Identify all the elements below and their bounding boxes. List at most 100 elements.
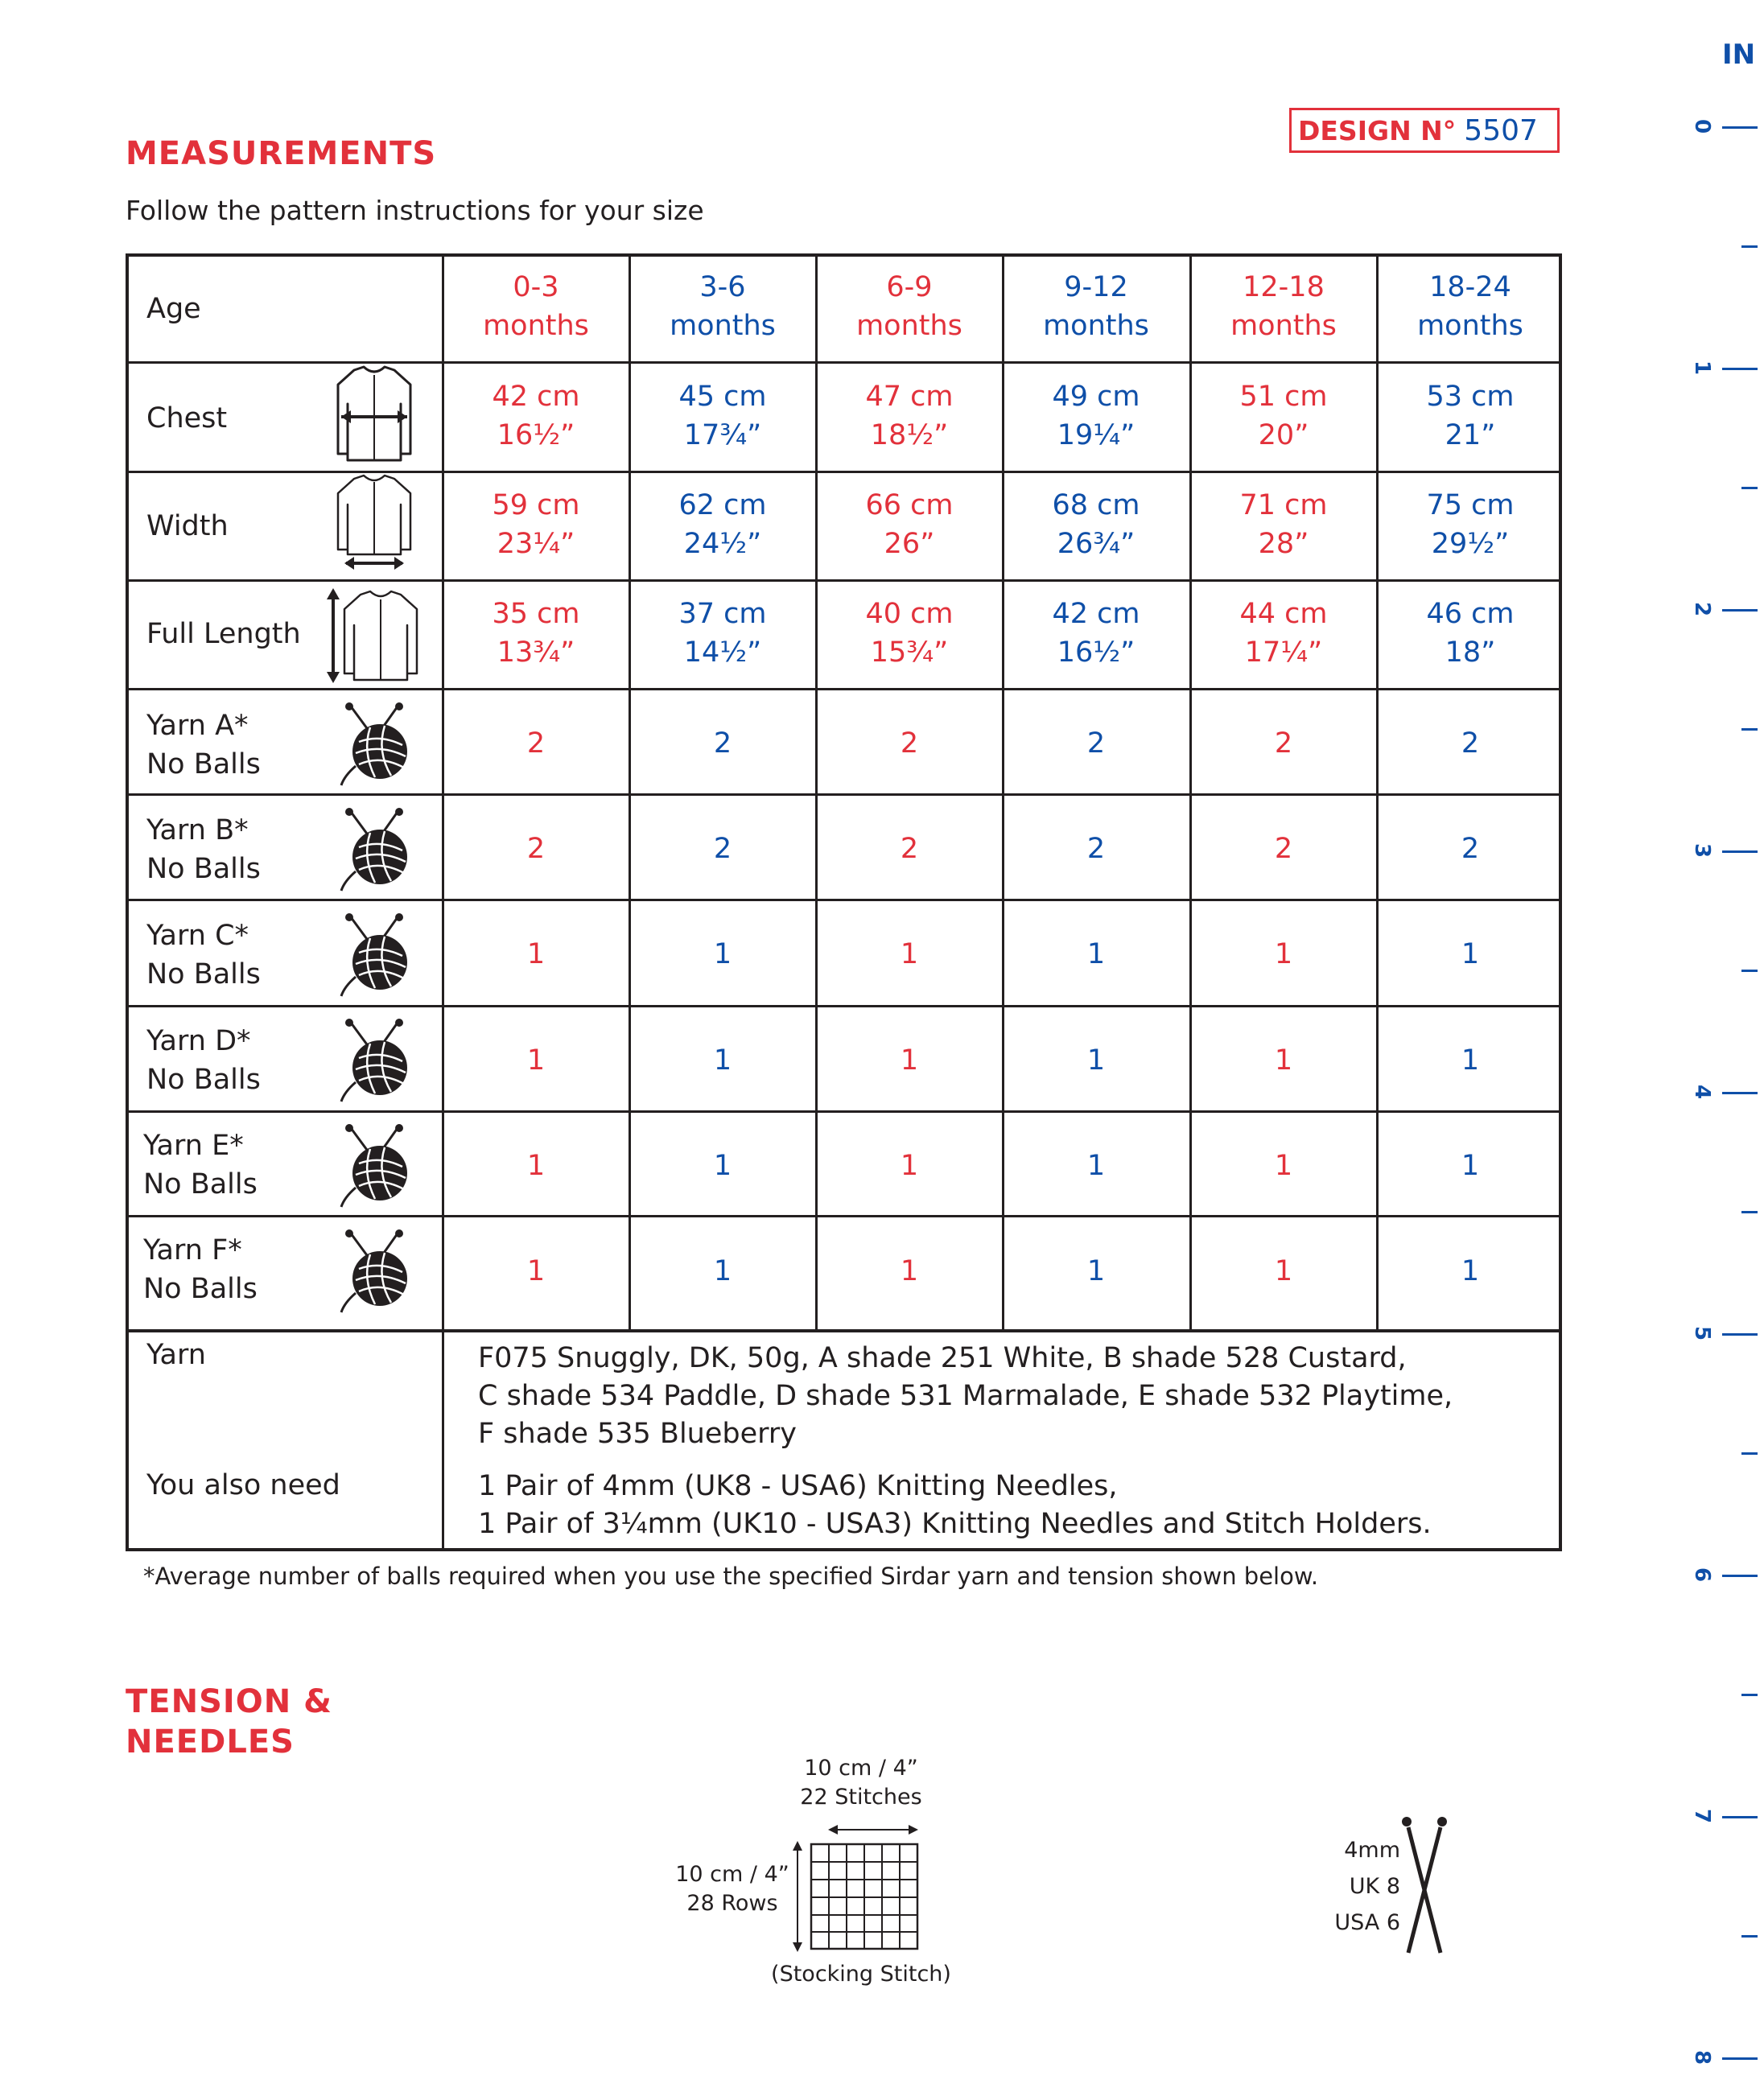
yarn-d-sub: No Balls <box>146 1064 261 1096</box>
size-header: 6-9 months <box>856 271 962 342</box>
chest-value: 51 cm 20” <box>1239 381 1328 451</box>
row-label-yarn-c: Yarn C* No Balls <box>146 916 261 994</box>
ruler-number: 2 <box>1690 601 1714 617</box>
also-need-line: 1 Pair of 4mm (UK8 - USA6) Knitting Need… <box>478 1470 1118 1502</box>
yarn-label: Yarn <box>146 1339 206 1371</box>
width-value: 62 cm 24½” <box>678 489 767 560</box>
yarn-f-sub: No Balls <box>143 1273 258 1305</box>
yarn-e-balls: 1 <box>1274 1150 1293 1182</box>
yarn-b-balls: 2 <box>713 833 732 865</box>
yarn-e-balls: 1 <box>1461 1150 1480 1182</box>
yarn-ball-icon <box>340 1019 407 1102</box>
yarn-d-balls: 1 <box>1086 1044 1106 1077</box>
yarn-f-balls: 1 <box>900 1255 919 1287</box>
row-label-yarn-b: Yarn B* No Balls <box>146 811 261 888</box>
yarn-a-balls: 2 <box>900 727 919 760</box>
yarn-ball-icon <box>340 1229 407 1313</box>
stitch-type-label: (Stocking Stitch) <box>771 1962 951 1987</box>
measurements-table <box>126 253 1562 1551</box>
yarn-e-balls: 1 <box>1086 1150 1106 1182</box>
needle-usa-label: USA 6 <box>1334 1910 1400 1935</box>
ruler-number: 0 <box>1690 118 1714 134</box>
needle-mm-label: 4mm <box>1344 1838 1400 1863</box>
chest-value: 45 cm 17¾” <box>678 381 767 451</box>
row-label-yarn-a: Yarn A* No Balls <box>146 706 261 784</box>
tension-width-label: 10 cm / 4” 22 Stitches <box>800 1756 922 1810</box>
chest-garment-icon <box>336 365 412 462</box>
yarn-e-sub: No Balls <box>143 1168 258 1200</box>
width-value: 66 cm 26” <box>865 489 954 560</box>
size-header: 0-3 months <box>483 271 589 342</box>
yarn-f-balls: 1 <box>713 1255 732 1287</box>
chest-value: 53 cm 21” <box>1426 381 1515 451</box>
length-value: 44 cm 17¼” <box>1239 598 1328 669</box>
yarn-c-balls: 1 <box>900 938 919 970</box>
ruler-number: 6 <box>1690 1567 1714 1583</box>
needle-uk-label: UK 8 <box>1349 1874 1400 1899</box>
yarn-d-balls: 1 <box>1461 1044 1480 1077</box>
yarn-c-balls: 1 <box>713 938 732 970</box>
yarn-d-balls: 1 <box>526 1044 546 1077</box>
width-value: 59 cm 23¼” <box>492 489 580 560</box>
design-label: DESIGN N° <box>1298 114 1457 146</box>
yarn-a-balls: 2 <box>1086 727 1106 760</box>
length-value: 35 cm 13¾” <box>492 598 580 669</box>
design-number-box: DESIGN N° 5507 <box>1289 108 1560 153</box>
yarn-description-line: F075 Snuggly, DK, 50g, A shade 251 White… <box>478 1342 1407 1374</box>
yarn-description-line: F shade 535 Blueberry <box>478 1418 798 1450</box>
yarn-a-balls: 2 <box>1461 727 1480 760</box>
yarn-b-balls: 2 <box>526 833 546 865</box>
yarn-d-balls: 1 <box>1274 1044 1293 1077</box>
row-label-width: Width <box>146 510 229 542</box>
row-label-full-length: Full Length <box>146 618 301 650</box>
yarn-d-label: Yarn D* <box>146 1025 251 1057</box>
yarn-f-balls: 1 <box>1274 1255 1293 1287</box>
yarn-ball-icon <box>340 702 407 786</box>
size-header: 12-18 months <box>1230 271 1337 342</box>
width-value: 75 cm 29½” <box>1426 489 1515 560</box>
tension-height-label: 10 cm / 4” 28 Rows <box>675 1862 789 1916</box>
yarn-f-balls: 1 <box>526 1255 546 1287</box>
yarn-c-balls: 1 <box>1461 938 1480 970</box>
yarn-ball-icon <box>340 913 407 997</box>
ruler-number: 3 <box>1690 842 1714 859</box>
yarn-c-balls: 1 <box>1274 938 1293 970</box>
length-value: 37 cm 14½” <box>678 598 767 669</box>
footnote: *Average number of balls required when y… <box>143 1563 1319 1590</box>
yarn-f-label: Yarn F* <box>143 1234 242 1266</box>
size-header: 18-24 months <box>1417 271 1523 342</box>
yarn-c-label: Yarn C* <box>146 920 249 952</box>
yarn-b-label: Yarn B* <box>146 814 249 846</box>
yarn-ball-icon <box>340 808 407 892</box>
yarn-c-balls: 1 <box>1086 938 1106 970</box>
yarn-a-label: Yarn A* <box>146 710 249 742</box>
design-number: 5507 <box>1464 113 1538 147</box>
also-need-line: 1 Pair of 3¼mm (UK10 - USA3) Knitting Ne… <box>478 1508 1432 1540</box>
row-label-age: Age <box>146 293 201 325</box>
yarn-a-balls: 2 <box>526 727 546 760</box>
ruler-number: 7 <box>1690 1808 1714 1824</box>
size-header: 9-12 months <box>1043 271 1149 342</box>
yarn-e-balls: 1 <box>900 1150 919 1182</box>
ruler-number: 1 <box>1690 360 1714 376</box>
yarn-f-balls: 1 <box>1086 1255 1106 1287</box>
yarn-a-sub: No Balls <box>146 748 261 780</box>
yarn-c-sub: No Balls <box>146 958 261 990</box>
ruler-unit: IN <box>1722 39 1756 71</box>
row-label-yarn-f: Yarn F* No Balls <box>143 1231 258 1308</box>
width-value: 68 cm 26¾” <box>1052 489 1140 560</box>
yarn-e-balls: 1 <box>526 1150 546 1182</box>
ruler-number: 5 <box>1690 1325 1714 1341</box>
row-label-chest: Chest <box>146 402 228 434</box>
row-label-yarn-e: Yarn E* No Balls <box>143 1126 258 1204</box>
tension-heading: TENSION & NEEDLES <box>126 1683 333 1760</box>
yarn-b-balls: 2 <box>1086 833 1106 865</box>
yarn-d-balls: 1 <box>713 1044 732 1077</box>
length-value: 42 cm 16½” <box>1052 598 1140 669</box>
yarn-d-balls: 1 <box>900 1044 919 1077</box>
tension-grid-icon <box>793 1825 919 1952</box>
measurements-heading: MEASUREMENTS <box>126 135 437 172</box>
ruler-number: 8 <box>1690 2049 1714 2065</box>
length-value: 40 cm 15¾” <box>865 598 954 669</box>
length-garment-icon <box>327 588 418 683</box>
